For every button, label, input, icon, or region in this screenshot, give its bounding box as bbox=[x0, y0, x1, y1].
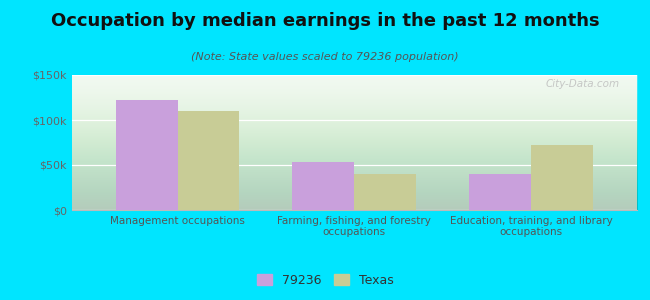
Bar bbox=[177, 111, 239, 210]
Text: Occupation by median earnings in the past 12 months: Occupation by median earnings in the pas… bbox=[51, 12, 599, 30]
Bar bbox=[469, 174, 531, 210]
Bar bbox=[292, 162, 354, 210]
Legend: 79236, Texas: 79236, Texas bbox=[253, 270, 397, 291]
Bar bbox=[354, 174, 416, 210]
Text: (Note: State values scaled to 79236 population): (Note: State values scaled to 79236 popu… bbox=[191, 52, 459, 62]
Text: City-Data.com: City-Data.com bbox=[546, 79, 620, 89]
Bar bbox=[531, 145, 593, 210]
Bar bbox=[116, 100, 177, 210]
